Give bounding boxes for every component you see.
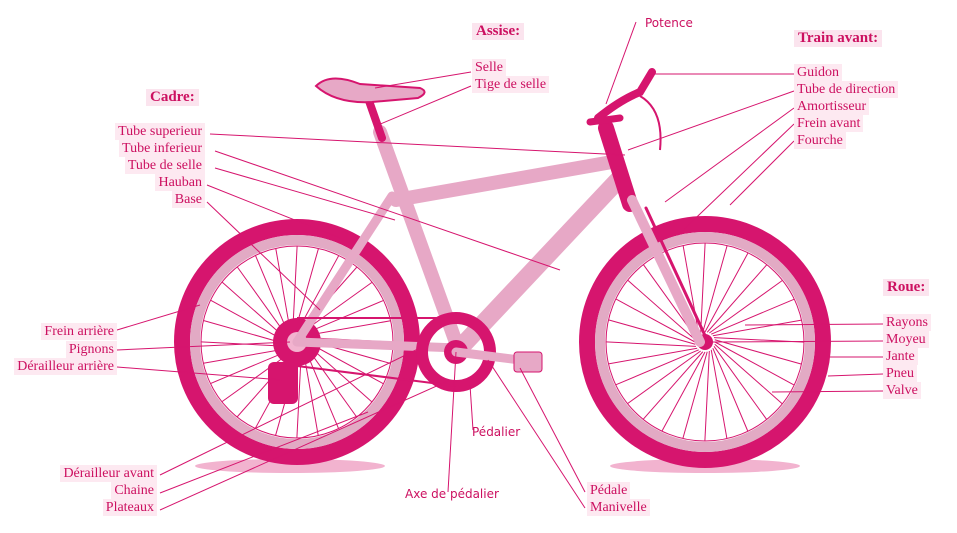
label-moyeu: Moyeu: [883, 331, 929, 348]
spoke: [702, 245, 728, 333]
front-rim: [595, 232, 815, 452]
label-tube-inferieur: Tube inferieur: [119, 140, 205, 157]
spoke: [713, 346, 768, 420]
train-avant-heading: Train avant:: [794, 30, 883, 47]
spoke: [704, 252, 749, 333]
spoke: [627, 350, 701, 405]
spoke: [714, 343, 783, 405]
spoke: [712, 319, 802, 337]
cadre-heading: Cadre:: [146, 89, 199, 106]
label-manivelle: Manivelle: [587, 499, 650, 516]
spoke: [706, 264, 768, 333]
label-derailleur-arriere: Dérailleur arrière: [14, 358, 117, 375]
pedal-shape: [513, 351, 543, 373]
label-chaine: Chaine: [111, 482, 157, 499]
spoke: [714, 341, 795, 386]
label-hauban: Hauban: [155, 174, 205, 191]
label-rayons: Rayons: [883, 314, 931, 331]
spoke: [712, 348, 749, 432]
leader-lines: [116, 21, 884, 511]
label-tube-de-direction: Tube de direction: [794, 81, 899, 98]
label-frein-arriere: Frein arrière: [41, 323, 117, 340]
label-pignons: Pignons: [65, 341, 117, 358]
spoke: [661, 351, 706, 432]
label-fourche: Fourche: [794, 132, 846, 149]
spoke: [608, 319, 696, 345]
label-tube-de-selle: Tube de selle: [124, 157, 205, 174]
fork-right: [644, 206, 710, 344]
spoke: [608, 347, 698, 365]
label-tige-de-selle: Tige de selle: [472, 76, 550, 93]
label-frein-avant: Frein avant: [794, 115, 864, 132]
spoke: [605, 341, 697, 347]
label-axe-de-pedalier: Axe de pédalier: [405, 487, 499, 501]
fork-left: [627, 195, 705, 347]
assise-heading: Assise:: [472, 23, 525, 40]
spoke: [682, 351, 708, 439]
label-guidon: Guidon: [794, 64, 842, 81]
roue-heading: Roue:: [883, 279, 930, 296]
label-jante: Jante: [883, 348, 918, 365]
rear-wheel-shadow: [195, 459, 385, 473]
spoke: [704, 350, 710, 442]
front-tire: [579, 216, 831, 468]
label-amortisseur: Amortisseur: [794, 98, 870, 115]
label-pneu: Pneu: [883, 365, 917, 382]
spoke: [714, 339, 802, 365]
top-tube: [389, 155, 619, 207]
spoke: [615, 298, 696, 343]
chain-stay: [292, 337, 463, 353]
handlebar: [586, 68, 662, 151]
spoke: [627, 279, 696, 341]
crank-arm: [451, 347, 525, 365]
label-potence: Potence: [645, 16, 693, 30]
seat-tube: [373, 125, 465, 355]
head-tube: [598, 120, 638, 212]
label-selle: Selle: [472, 59, 506, 76]
label-plateaux: Plateaux: [102, 499, 157, 516]
spoke: [615, 349, 699, 386]
spoke: [700, 242, 706, 334]
label-tube-superieur: Tube superieur: [115, 123, 205, 140]
rear-derailleur-shape: [268, 362, 298, 404]
spoke: [709, 279, 783, 334]
saddle: [314, 77, 426, 104]
spoke: [642, 351, 704, 420]
label-pedalier: Pédalier: [472, 425, 521, 439]
spoke: [710, 349, 728, 439]
label-valve: Valve: [883, 382, 921, 399]
label-derailleur-avant: Dérailleur avant: [60, 465, 157, 482]
label-base: Base: [171, 191, 205, 208]
chain-bottom: [296, 365, 457, 387]
drivetrain: [268, 312, 543, 404]
label-pedale: Pédale: [587, 482, 631, 499]
seat-post: [364, 94, 386, 142]
spoke: [711, 298, 795, 335]
